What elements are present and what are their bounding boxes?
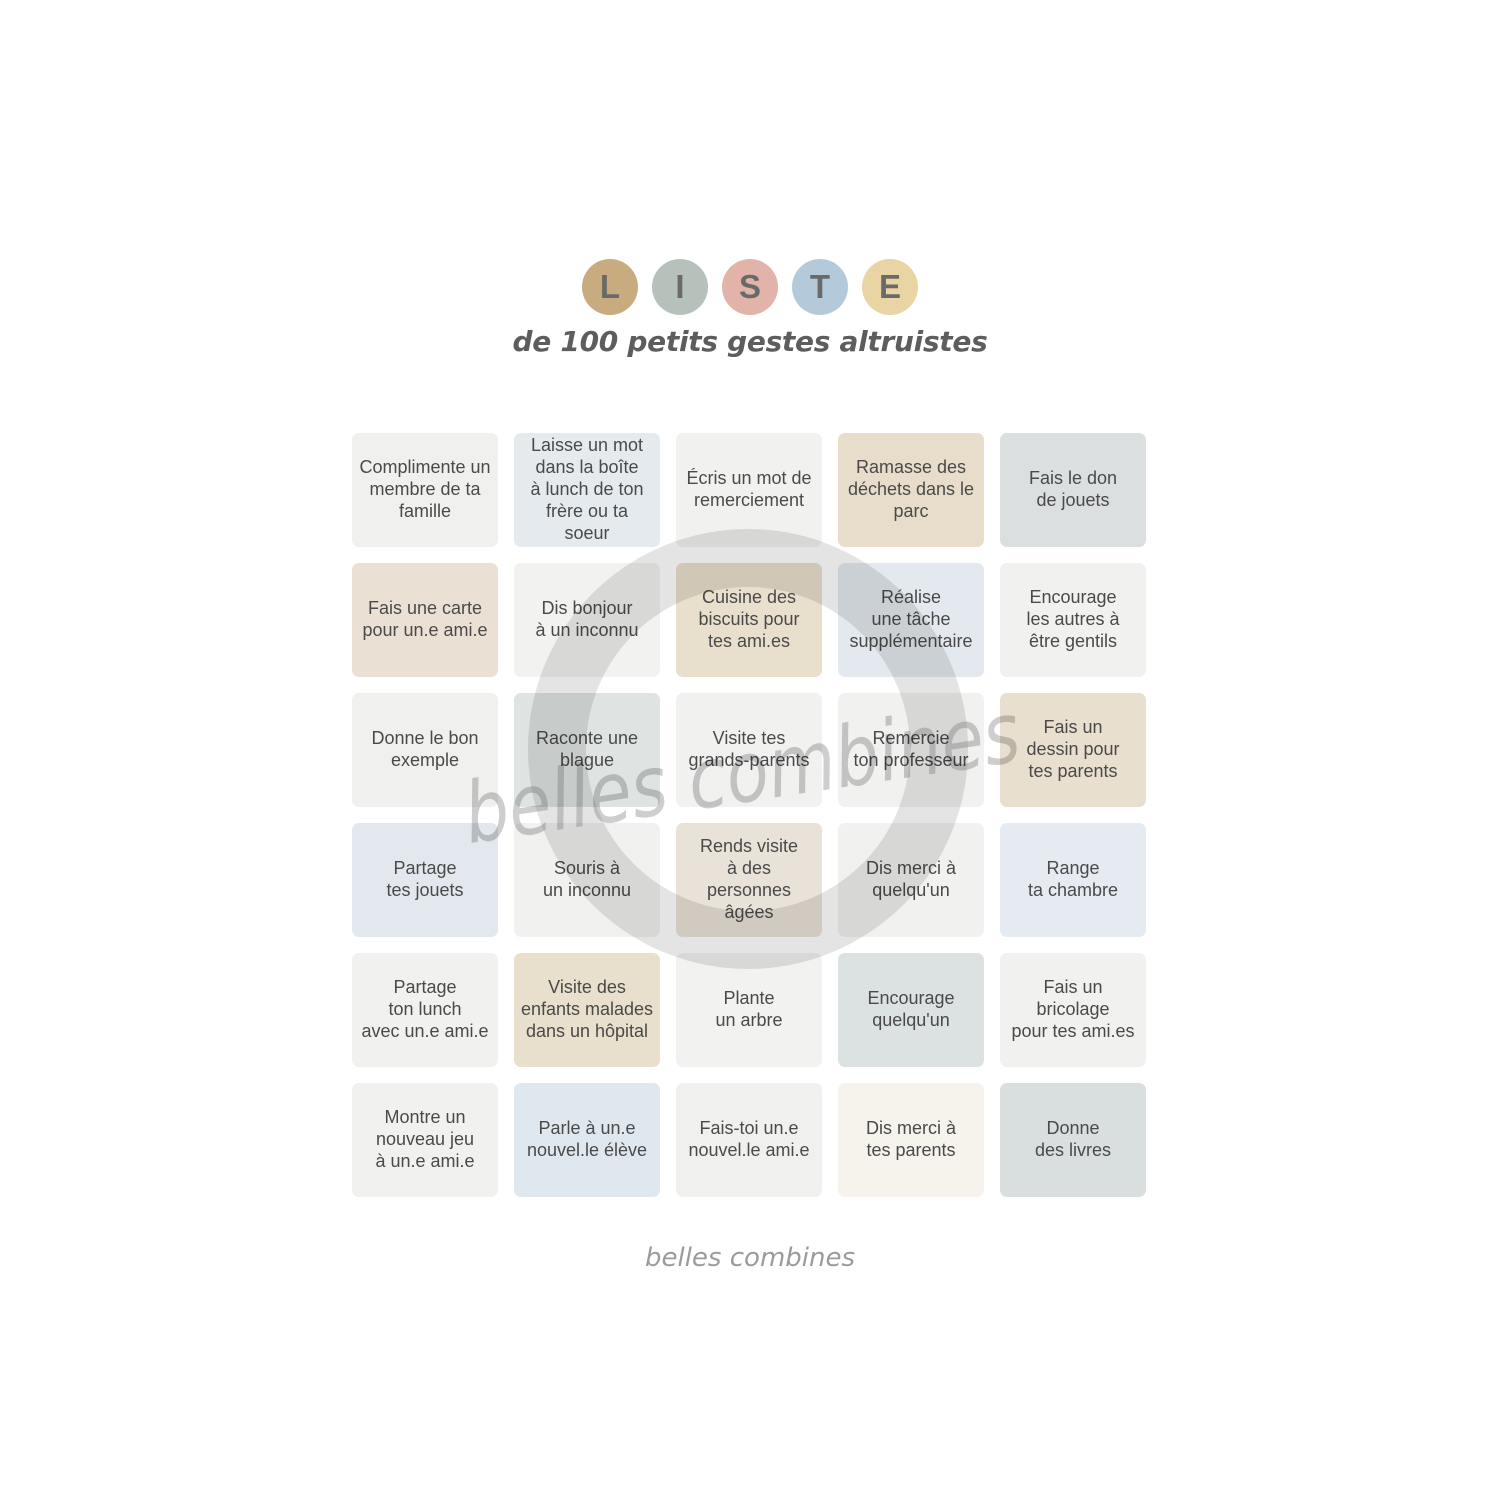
gesture-tile: Fais-toi un.e nouvel.le ami.e [676,1083,822,1197]
gesture-tile: Laisse un mot dans la boîte à lunch de t… [514,433,660,547]
gesture-tile: Écris un mot de remerciement [676,433,822,547]
gesture-tile: Range ta chambre [1000,823,1146,937]
gesture-tile: Rends visite à des personnes âgées [676,823,822,937]
gesture-tile: Partage tes jouets [352,823,498,937]
gesture-tile: Remercie ton professeur [838,693,984,807]
gesture-tile: Donne des livres [1000,1083,1146,1197]
title-letter-circle-l: L [582,259,638,315]
title-letter-circle-t: T [792,259,848,315]
gesture-tile: Dis bonjour à un inconnu [514,563,660,677]
gesture-tile: Raconte une blague [514,693,660,807]
gesture-tile: Souris à un inconnu [514,823,660,937]
title-letter-circle-i: I [652,259,708,315]
title-letter-circle-s: S [722,259,778,315]
gesture-tile: Encourage quelqu'un [838,953,984,1067]
footer-signature: belles combines [644,1243,856,1273]
gesture-tile: Fais un bricolage pour tes ami.es [1000,953,1146,1067]
gesture-tile: Partage ton lunch avec un.e ami.e [352,953,498,1067]
gestures-grid: Complimente un membre de ta famille Laiss… [352,433,1146,1197]
gesture-tile: Visite des enfants malades dans un hôpit… [514,953,660,1067]
gesture-tile: Fais une carte pour un.e ami.e [352,563,498,677]
page-subtitle: de 100 petits gestes altruistes [512,325,988,358]
gesture-tile: Réalise une tâche supplémentaire [838,563,984,677]
gesture-tile: Fais le don de jouets [1000,433,1146,547]
gesture-tile: Donne le bon exemple [352,693,498,807]
gesture-tile: Dis merci à tes parents [838,1083,984,1197]
gesture-tile: Dis merci à quelqu'un [838,823,984,937]
gesture-tile: Fais un dessin pour tes parents [1000,693,1146,807]
title: L I S T E [0,259,1500,315]
gesture-tile: Encourage les autres à être gentils [1000,563,1146,677]
gesture-tile: Visite tes grands-parents [676,693,822,807]
gesture-tile: Parle à un.e nouvel.le élève [514,1083,660,1197]
gesture-tile: Plante un arbre [676,953,822,1067]
title-letter-circle-e: E [862,259,918,315]
gesture-tile: Ramasse des déchets dans le parc [838,433,984,547]
gesture-tile: Montre un nouveau jeu à un.e ami.e [352,1083,498,1197]
gesture-tile: Cuisine des biscuits pour tes ami.es [676,563,822,677]
gesture-tile: Complimente un membre de ta famille [352,433,498,547]
